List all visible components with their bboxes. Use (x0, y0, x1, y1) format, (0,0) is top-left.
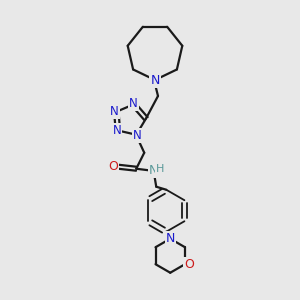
Text: N: N (133, 129, 142, 142)
Text: O: O (184, 258, 194, 271)
Text: N: N (166, 232, 175, 245)
Text: O: O (108, 160, 118, 173)
Text: N: N (148, 164, 158, 177)
Text: N: N (110, 105, 119, 118)
Text: H: H (156, 164, 164, 174)
Text: N: N (129, 97, 138, 110)
Text: N: N (112, 124, 121, 137)
Text: N: N (150, 74, 160, 86)
